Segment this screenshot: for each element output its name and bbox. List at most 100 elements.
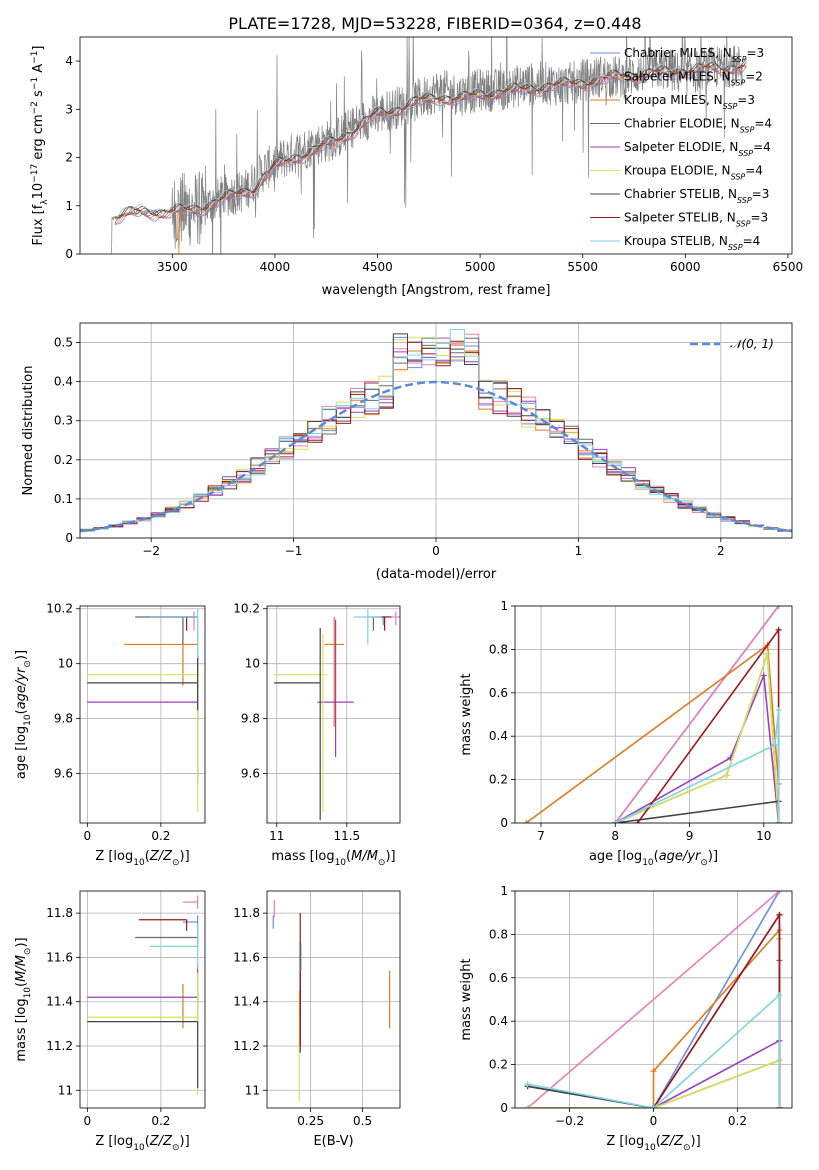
mass-weight-marker: [775, 606, 782, 609]
legend-label-value: =3: [750, 211, 768, 225]
mass-weight-marker: [775, 707, 782, 714]
x-tick-label: 0: [84, 829, 92, 843]
mass-weight-marker: [524, 1081, 531, 1088]
y-tick-label: 0.2: [489, 1058, 508, 1072]
mass-weight-marker: [764, 650, 771, 657]
x-tick-label: 6000: [670, 260, 701, 274]
y-tick-label: 0.8: [489, 642, 508, 656]
mass-weight-marker: [524, 1105, 531, 1108]
x-tick-label: 0.2: [728, 1114, 747, 1128]
axis-label-part: )]: [14, 650, 29, 660]
panel-spectrum: 3500 4000 4500 5000 5500 6000 6500 0 1 2 3 4 wavelen…: [30, 36, 803, 298]
axis-label-part: −1: [30, 77, 40, 90]
y-axis-label: Flux [fλ10−17 erg cm−2 s−1 A−1]: [30, 46, 50, 246]
y-axis-label: mass [log10(M/M⊙)]: [14, 937, 33, 1061]
legend-label-value: =3: [737, 93, 755, 107]
legend-label: Salpeter ELODIE, NSSP=4: [624, 140, 771, 158]
axis-label-part: Z [log: [95, 1134, 133, 1149]
y-tick-label: 9.8: [241, 712, 260, 726]
model-spectrum-line: [114, 64, 747, 220]
axis-label-part: M/M: [14, 955, 29, 982]
x-axis-label: E(B-V): [313, 1134, 353, 1149]
y-tick-label: 0: [65, 247, 73, 261]
y-tick-label: 0.6: [489, 971, 508, 985]
axis-label-part: (: [145, 849, 150, 864]
x-tick-label: 8: [611, 829, 619, 843]
y-tick-label: 11.6: [46, 950, 73, 964]
normal-reference-curve: [80, 380, 792, 533]
plot-area-mw_vs_age: [523, 606, 782, 823]
x-tick-label: 2: [717, 544, 725, 558]
axis-label-part: −17: [30, 164, 40, 183]
legend-label-name: Salpeter STELIB, N: [624, 211, 736, 225]
axis-label-part: ⊙: [378, 858, 386, 868]
x-tick-label: 5000: [465, 260, 496, 274]
x-tick-label: 0: [84, 1114, 92, 1128]
legend-label-sub: SSP: [728, 243, 743, 252]
mass-weight-line: [614, 710, 780, 823]
y-tick-label: 9.8: [54, 712, 73, 726]
x-axis-label: Z [log10(Z/Z⊙)]: [606, 1134, 700, 1153]
legend-label-sub: SSP: [737, 196, 752, 205]
axis-label-part: age/yr: [14, 666, 29, 709]
axis-label-part: age/yr: [659, 849, 702, 864]
axes-frame: [79, 890, 206, 1109]
axis-label-part: age [log: [14, 726, 29, 779]
y-tick-label: 11.2: [233, 1039, 260, 1053]
legend-label-name: Kroupa STELIB, N: [624, 234, 728, 248]
axis-label-part: A: [31, 64, 46, 77]
legend-label-sub: SSP: [740, 125, 755, 134]
legend-label: Salpeter STELIB, NSSP=3: [624, 211, 768, 229]
mass-weight-marker: [775, 820, 782, 823]
mass-weight-marker: [650, 1105, 657, 1108]
x-tick-label: 4500: [362, 260, 393, 274]
legend-label-sub: SSP: [723, 102, 738, 111]
axis-label-part: )]: [691, 1134, 701, 1149]
plot-area-mass_vs_Z: [87, 895, 199, 1095]
axis-label-part: Z [log: [95, 849, 133, 864]
figure-title: PLATE=1728, MJD=53228, FIBERID=0364, z=0…: [228, 14, 641, 33]
axis-label-part: (: [654, 849, 659, 864]
plot-area-age_vs_mass: [274, 608, 400, 821]
mass-weight-line: [527, 993, 781, 1108]
mass-weight-marker: [776, 992, 783, 999]
legend-label-sub: SSP: [732, 55, 747, 64]
y-axis-label: age [log10(age/yr⊙)]: [14, 650, 33, 779]
legend-label-value: =4: [745, 164, 763, 178]
axis-label-part: ⊙: [23, 660, 33, 668]
axis-label-part: mass [log: [14, 998, 29, 1061]
axis-label-part: ⊙: [683, 1143, 691, 1153]
axis-label-part: ⊙: [172, 858, 180, 868]
mass-weight-line: [527, 891, 781, 1108]
legend-label: Chabrier MILES, NSSP=3: [624, 46, 764, 64]
legend-label-name: Chabrier MILES, N: [624, 46, 732, 60]
x-axis-label: wavelength [Angstrom, rest frame]: [322, 283, 551, 298]
mass-weight-marker: [776, 1105, 783, 1108]
x-tick-label: −1: [285, 544, 303, 558]
x-tick-label: −2: [142, 544, 160, 558]
plot-area-spectrum: [110, 37, 747, 254]
plot-area-residuals: [80, 329, 792, 533]
axis-label-part: λ: [40, 199, 50, 205]
legend-label-sub: SSP: [731, 78, 746, 87]
plot-area-mass_vs_EBV: [272, 899, 391, 1102]
x-axis-label: Z [log10(Z/Z⊙)]: [95, 1134, 189, 1153]
y-tick-label: 0.5: [54, 336, 73, 350]
y-tick-label: 11: [245, 1083, 260, 1097]
x-axis-label: age [log10(age/yr⊙)]: [589, 849, 718, 868]
y-tick-label: 10: [58, 657, 73, 671]
axis-label-part: ]: [31, 46, 46, 51]
legend-label-value: =2: [745, 70, 763, 84]
legend-label-value: =4: [754, 117, 772, 131]
legend-label-value: =4: [753, 140, 771, 154]
mass-weight-marker: [650, 1068, 657, 1075]
axis-label-part: )]: [180, 1134, 190, 1149]
legend-label: Chabrier ELODIE, NSSP=4: [624, 117, 772, 135]
mass-weight-line: [527, 891, 780, 1108]
axis-label-part: 10: [23, 987, 33, 999]
axis-label-part: 10: [644, 1143, 656, 1153]
mass-weight-marker: [523, 820, 530, 823]
